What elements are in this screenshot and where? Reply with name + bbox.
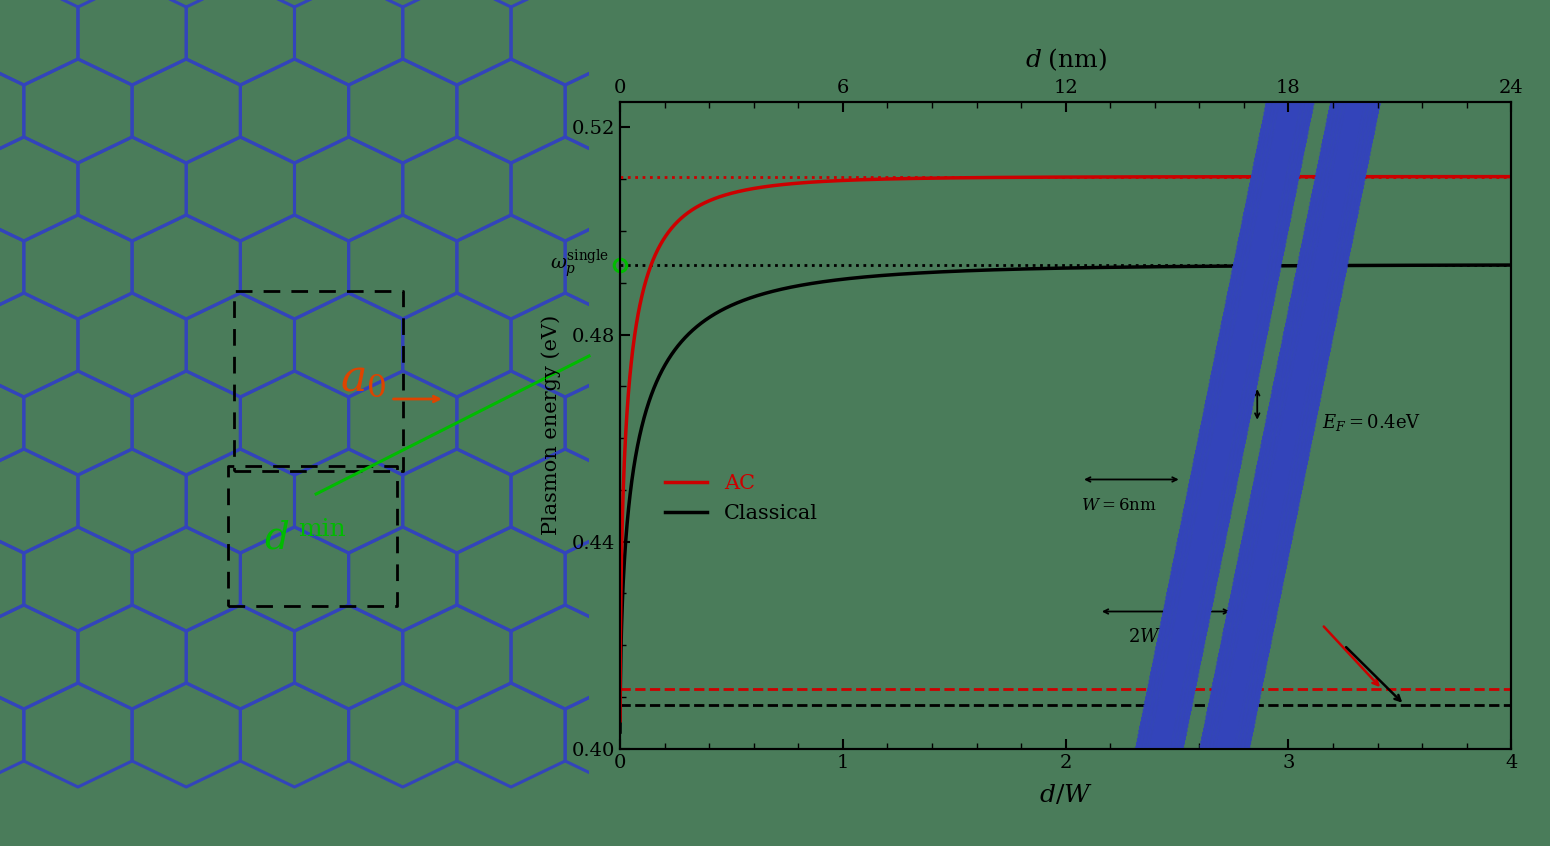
X-axis label: $d\;(\mathrm{nm})$: $d\;(\mathrm{nm})$ <box>1025 47 1107 74</box>
Polygon shape <box>1063 0 1403 846</box>
Text: $d$: $d$ <box>1271 395 1283 414</box>
X-axis label: $d/W$: $d/W$ <box>1038 783 1093 807</box>
Polygon shape <box>1074 0 1435 846</box>
Polygon shape <box>1063 0 1403 846</box>
Text: $d$: $d$ <box>264 519 290 557</box>
Text: $a_0$: $a_0$ <box>339 358 386 400</box>
Text: $W=6\mathrm{nm}$: $W=6\mathrm{nm}$ <box>1082 497 1158 514</box>
Y-axis label: Plasmon energy (eV): Plasmon energy (eV) <box>541 315 561 536</box>
Legend: AC, Classical: AC, Classical <box>657 466 826 531</box>
Text: $\omega_p^\mathrm{single}$: $\omega_p^\mathrm{single}$ <box>550 249 609 280</box>
Text: min: min <box>298 518 346 541</box>
Text: $E_F=0.4\mathrm{eV}$: $E_F=0.4\mathrm{eV}$ <box>1322 412 1421 433</box>
Text: $2W$: $2W$ <box>1128 629 1161 646</box>
Polygon shape <box>1074 0 1435 846</box>
